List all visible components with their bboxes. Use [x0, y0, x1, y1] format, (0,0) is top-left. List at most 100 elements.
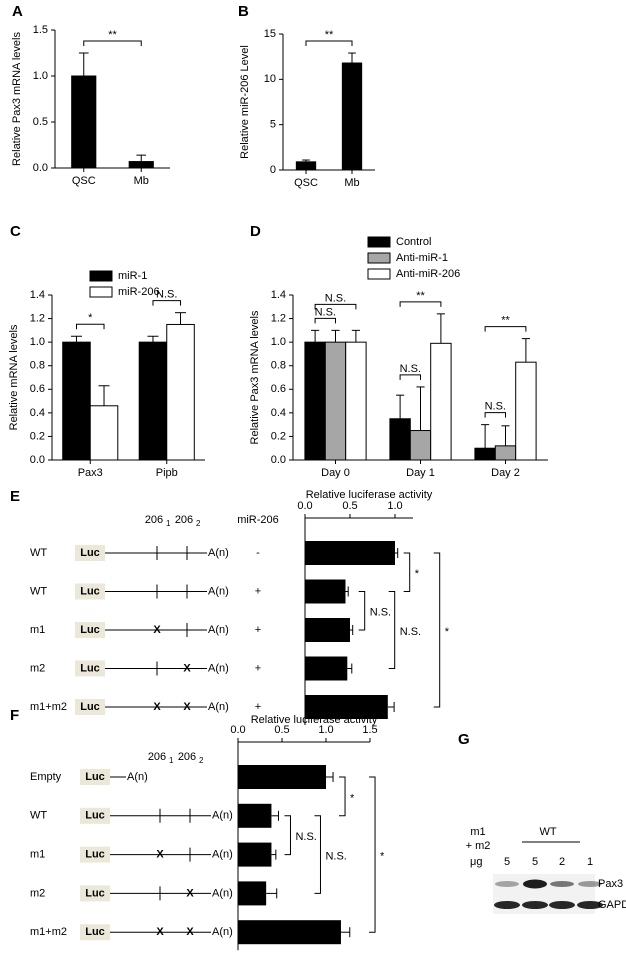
y-tick-label: 1.5	[33, 24, 48, 36]
y-axis-label: Relative Pax3 mRNA levels	[249, 310, 261, 444]
error-bar	[351, 329, 360, 343]
x-tick-label: Pipb	[156, 467, 178, 479]
significance-bracket	[83, 40, 142, 46]
significance-label: N.S.	[315, 306, 336, 318]
bar	[138, 341, 168, 461]
error-bar	[501, 425, 510, 446]
significance-bracket	[284, 815, 291, 856]
x-tick-label: Day 0	[321, 467, 350, 479]
luc-box	[75, 699, 105, 715]
error-bar	[326, 772, 334, 782]
luc-label: Luc	[80, 585, 100, 597]
mutation-mark: X	[186, 926, 194, 938]
y-tick-label: 15	[264, 28, 276, 40]
error-bar	[436, 313, 445, 344]
y-tick-label: 1.2	[271, 312, 286, 324]
blot-band	[549, 901, 575, 909]
significance-bracket	[339, 776, 346, 817]
error-bar	[347, 663, 353, 674]
luc-box	[80, 885, 110, 902]
mir-sign: +	[255, 585, 261, 597]
bar	[128, 161, 154, 169]
y-tick-label: 1.2	[30, 312, 45, 324]
significance-label: N.S.	[485, 401, 506, 413]
significance-label: *	[415, 568, 420, 580]
error-bar	[350, 625, 354, 635]
x-tick-label: Mb	[134, 175, 149, 187]
bar	[515, 361, 537, 461]
significance-bracket	[403, 552, 411, 592]
row-label: WT	[30, 810, 47, 822]
y-tick-label: 1.4	[30, 289, 45, 301]
blot-band	[494, 901, 520, 909]
significance-bracket	[314, 815, 321, 894]
significance-bracket	[369, 776, 376, 933]
row-label: WT	[30, 585, 47, 597]
blot-band	[495, 881, 519, 887]
blot-band	[577, 901, 603, 909]
mutation-mark: X	[186, 887, 194, 899]
row-label: Empty	[30, 771, 62, 783]
tail-label: A(n)	[212, 926, 233, 938]
significance-bracket	[314, 317, 336, 324]
x-tick-label: QSC	[72, 175, 96, 187]
legend-label: miR-1	[118, 270, 147, 282]
tail-label: A(n)	[208, 662, 229, 674]
bar	[304, 341, 326, 461]
error-bar	[340, 927, 351, 938]
error-bar	[416, 386, 425, 431]
legend-swatch	[367, 252, 391, 264]
legend-swatch	[367, 236, 391, 248]
bar	[474, 447, 496, 461]
blot-band	[578, 881, 602, 887]
y-tick-label: 1.4	[271, 289, 286, 301]
row-label: m2	[30, 662, 45, 674]
luc-box	[80, 924, 110, 941]
tail-label: A(n)	[127, 771, 148, 783]
panel-label: D	[250, 223, 261, 240]
tail-label: A(n)	[208, 585, 229, 597]
site-subscript: 2	[196, 519, 201, 528]
y-axis-label: Relative mRNA levels	[8, 324, 20, 430]
group-label: m1	[470, 826, 485, 838]
y-tick-label: 5	[270, 119, 276, 131]
panel-label: C	[10, 223, 21, 240]
legend-label: Control	[396, 236, 431, 248]
significance-label: **	[108, 29, 117, 41]
x-tick-label: Day 2	[491, 467, 520, 479]
y-tick-label: 0.0	[271, 454, 286, 466]
bar	[341, 62, 363, 171]
error-bar	[70, 335, 82, 343]
significance-label: N.S.	[325, 851, 346, 863]
y-tick-label: 0.0	[33, 162, 48, 174]
mir-sign: +	[255, 662, 261, 674]
tail-label: A(n)	[208, 547, 229, 559]
legend-label: Anti-miR-206	[396, 268, 460, 280]
legend-label: miR-206	[118, 286, 160, 298]
significance-label: N.S.	[295, 831, 316, 843]
blot-band	[550, 881, 574, 887]
y-tick-label: 0.8	[30, 360, 45, 372]
mir-sign: +	[255, 624, 261, 636]
lane-label: 5	[504, 856, 510, 868]
significance-bracket	[305, 40, 353, 47]
mutation-mark: X	[156, 926, 164, 938]
panel-label: F	[10, 707, 19, 724]
x-tick-label: 0.5	[274, 724, 289, 736]
bar	[305, 695, 388, 719]
significance-bracket	[433, 552, 441, 708]
bar	[345, 341, 367, 461]
group-label: WT	[539, 826, 556, 838]
error-bar	[331, 329, 340, 343]
error-bar	[147, 335, 159, 343]
bar	[238, 765, 326, 789]
y-axis-label: Relative miR-206 Level	[239, 45, 251, 159]
error-bar	[345, 586, 349, 597]
mir-header: miR-206	[237, 514, 279, 526]
site-label: 206	[178, 751, 196, 763]
significance-label: **	[501, 315, 510, 327]
bar	[166, 323, 195, 461]
luc-box	[75, 545, 105, 561]
bar	[295, 161, 317, 171]
row-label: m2	[30, 887, 45, 899]
